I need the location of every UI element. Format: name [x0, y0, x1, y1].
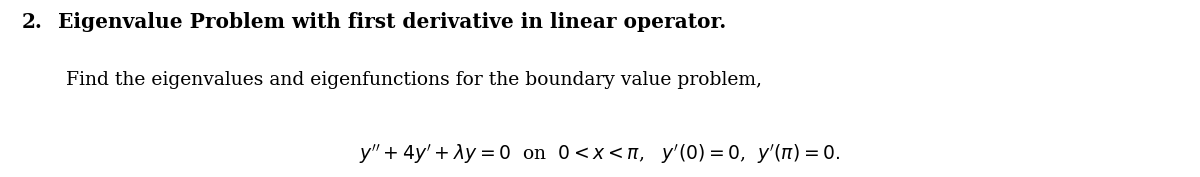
Text: $y'' + 4y' + \lambda y = 0$  on  $0 < x < \pi$,   $y'(0) = 0$,  $y'(\pi) = 0.$: $y'' + 4y' + \lambda y = 0$ on $0 < x < …	[359, 142, 841, 166]
Text: 2.: 2.	[22, 12, 42, 32]
Text: Eigenvalue Problem with first derivative in linear operator.: Eigenvalue Problem with first derivative…	[58, 12, 726, 32]
Text: Find the eigenvalues and eigenfunctions for the boundary value problem,: Find the eigenvalues and eigenfunctions …	[66, 71, 762, 89]
